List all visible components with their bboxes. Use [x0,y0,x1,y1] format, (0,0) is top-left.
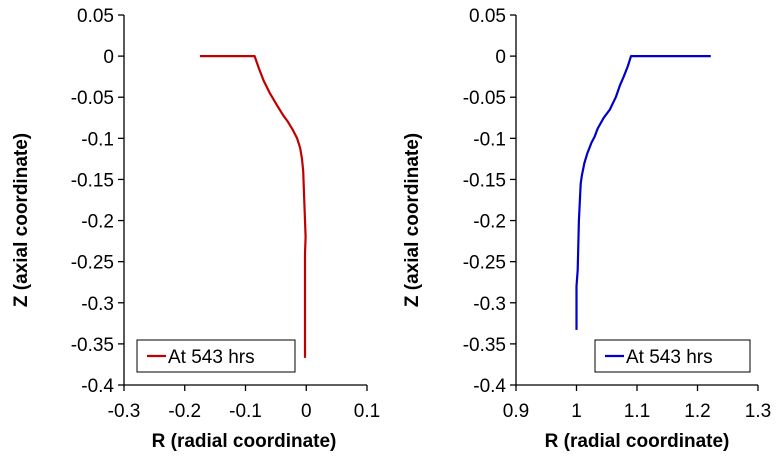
chart-right-y-tick-label: 0 [495,47,506,68]
chart-right-y-tick-label: -0.1 [473,129,506,150]
chart-left-y-tick-label: 0 [103,47,114,68]
chart-left-y-tick-label: -0.25 [71,253,114,274]
chart-left-y-tick-label: -0.05 [71,88,114,109]
chart-left-legend-label: At 543 hrs [168,347,255,368]
chart-right-y-tick-label: -0.35 [463,335,506,356]
chart-right-series-line [575,54,711,330]
chart-right-x-tick-label: 0.9 [503,401,529,422]
chart-left: Z (axial coordinate) R (radial coordinat… [11,6,380,452]
chart-left-y-tick-label: 0.05 [77,6,114,27]
chart-left-y-tick-label: -0.1 [81,129,114,150]
chart-right-xlabel: R (radial coordinate) [545,431,730,452]
chart-left-ylabel: Z (axial coordinate) [11,133,32,307]
chart-right-x-tick-label: 1.1 [624,401,650,422]
chart-left-y-tick-label: -0.15 [71,170,114,191]
chart-left-series-line [199,54,307,358]
chart-left-y-tick-label: -0.4 [81,376,114,397]
chart-right-x-tick-label: 1.3 [745,401,771,422]
chart-left-x-tick-label: -0.1 [229,401,262,422]
chart-right-y-tick-label: -0.3 [473,294,506,315]
chart-left-y-tick-label: -0.3 [81,294,114,315]
chart-right-y-tick-label: -0.4 [473,376,506,397]
chart-left-y-tick-label: -0.2 [81,212,114,233]
chart-right-legend-label: At 543 hrs [626,347,713,368]
chart-right-y-tick-label: -0.2 [473,212,506,233]
chart-right-y-tick-label: -0.15 [463,170,506,191]
chart-right-x-tick-label: 1 [571,401,582,422]
chart-left-x-tick-label: 0.1 [354,401,380,422]
chart-right-y-tick-label: -0.25 [463,253,506,274]
chart-left-xlabel: R (radial coordinate) [152,431,337,452]
chart-right: Z (axial coordinate) R (radial coordinat… [402,6,771,452]
chart-left-x-tick-label: -0.2 [168,401,201,422]
chart-right-ylabel: Z (axial coordinate) [402,133,423,307]
chart-left-x-tick-label: 0 [301,401,312,422]
chart-right-y-tick-label: -0.05 [463,88,506,109]
chart-right-x-tick-label: 1.2 [684,401,710,422]
chart-left-y-tick-label: -0.35 [71,335,114,356]
chart-right-y-tick-label: 0.05 [469,6,506,27]
chart-left-x-tick-label: -0.3 [108,401,141,422]
